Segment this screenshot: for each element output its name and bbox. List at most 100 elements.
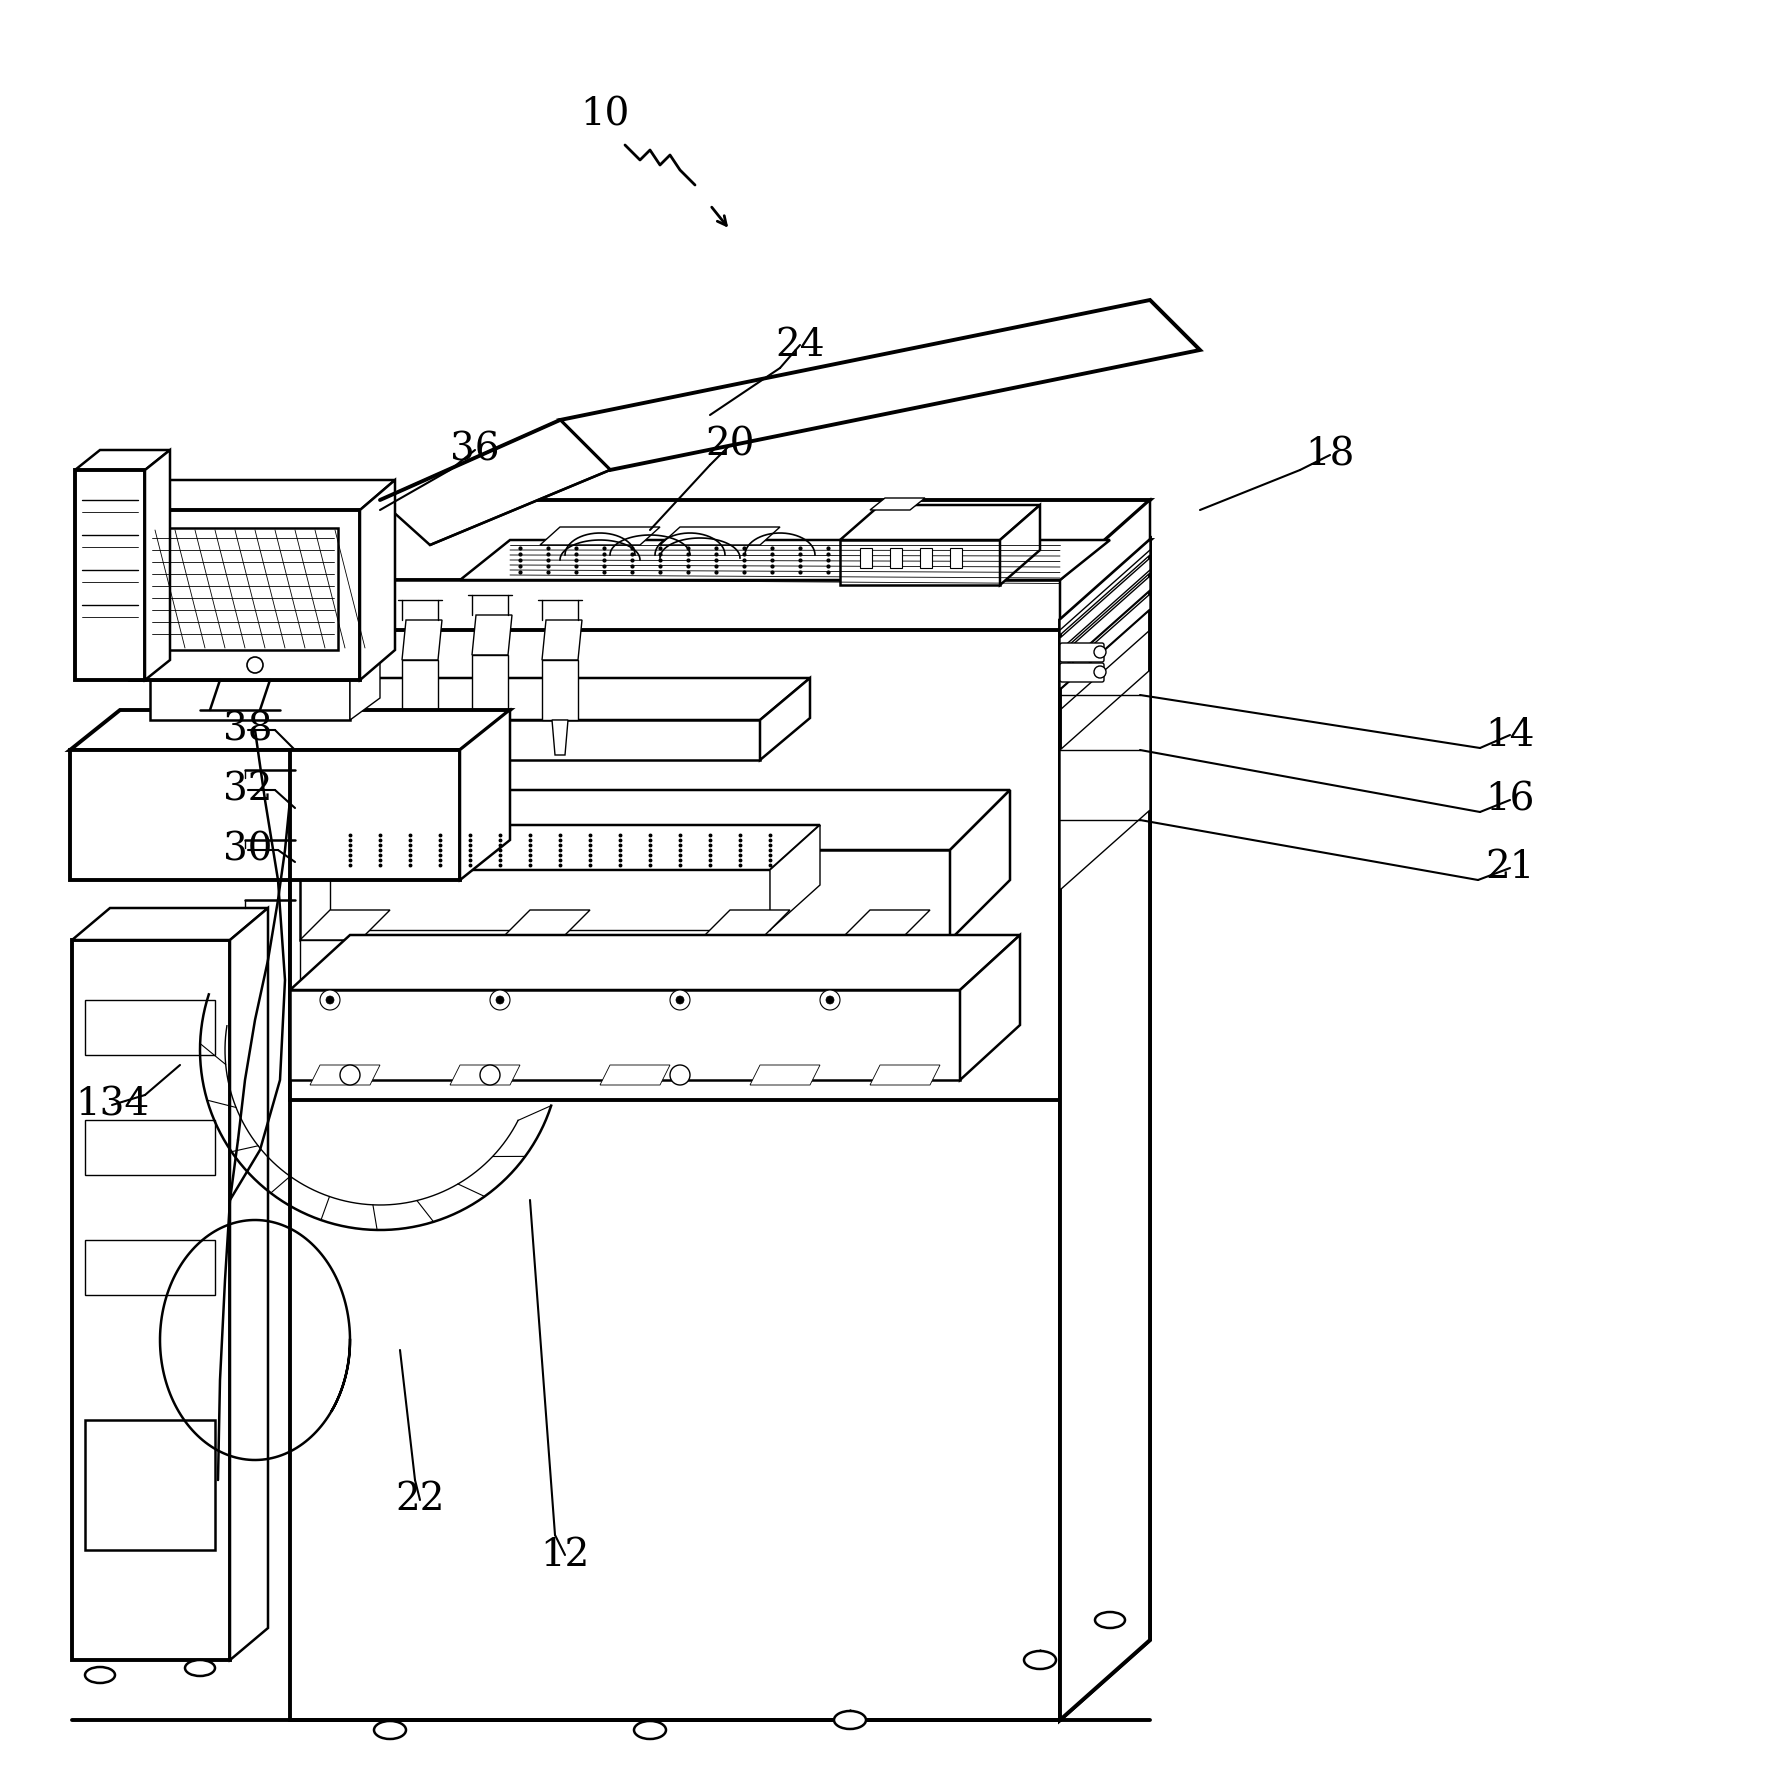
Text: 12: 12 bbox=[541, 1537, 589, 1574]
Polygon shape bbox=[290, 630, 1061, 1100]
Polygon shape bbox=[71, 940, 230, 1660]
Polygon shape bbox=[951, 790, 1009, 940]
Circle shape bbox=[821, 990, 840, 1010]
Polygon shape bbox=[411, 720, 427, 756]
Ellipse shape bbox=[1095, 1612, 1125, 1628]
Polygon shape bbox=[75, 450, 171, 469]
Ellipse shape bbox=[374, 1721, 406, 1739]
FancyBboxPatch shape bbox=[1061, 663, 1104, 682]
Circle shape bbox=[1095, 647, 1105, 657]
Polygon shape bbox=[301, 940, 360, 990]
Polygon shape bbox=[1061, 595, 1150, 690]
Circle shape bbox=[669, 990, 691, 1010]
Text: 22: 22 bbox=[395, 1481, 445, 1519]
Polygon shape bbox=[700, 940, 760, 990]
Polygon shape bbox=[1061, 541, 1150, 636]
Polygon shape bbox=[301, 720, 760, 759]
Polygon shape bbox=[771, 826, 821, 930]
Polygon shape bbox=[290, 681, 320, 770]
Polygon shape bbox=[840, 505, 1040, 541]
Text: 10: 10 bbox=[580, 97, 630, 134]
Polygon shape bbox=[301, 910, 390, 940]
Polygon shape bbox=[870, 1066, 940, 1085]
Text: 30: 30 bbox=[222, 831, 272, 869]
Polygon shape bbox=[459, 709, 511, 879]
Text: 18: 18 bbox=[1305, 437, 1355, 473]
Polygon shape bbox=[71, 908, 269, 940]
Ellipse shape bbox=[85, 1667, 116, 1684]
Circle shape bbox=[669, 1066, 691, 1085]
Polygon shape bbox=[230, 908, 269, 1660]
Bar bbox=[951, 548, 961, 568]
Polygon shape bbox=[290, 541, 1150, 620]
Circle shape bbox=[340, 1066, 360, 1085]
Polygon shape bbox=[1061, 500, 1150, 630]
Polygon shape bbox=[959, 935, 1020, 1080]
Polygon shape bbox=[69, 750, 459, 879]
Polygon shape bbox=[290, 990, 959, 1080]
Text: 24: 24 bbox=[774, 326, 824, 364]
Text: 38: 38 bbox=[222, 711, 272, 749]
Text: 32: 32 bbox=[222, 772, 272, 808]
Polygon shape bbox=[150, 657, 379, 681]
Polygon shape bbox=[760, 679, 810, 759]
Polygon shape bbox=[459, 541, 1111, 580]
Polygon shape bbox=[150, 681, 351, 720]
Bar bbox=[860, 548, 872, 568]
Circle shape bbox=[326, 996, 335, 1005]
Polygon shape bbox=[329, 870, 771, 930]
Polygon shape bbox=[329, 826, 821, 870]
Polygon shape bbox=[379, 421, 611, 544]
Text: 20: 20 bbox=[705, 426, 755, 464]
Polygon shape bbox=[148, 528, 338, 650]
Polygon shape bbox=[539, 527, 660, 544]
Polygon shape bbox=[130, 480, 395, 510]
Polygon shape bbox=[85, 1119, 215, 1175]
Polygon shape bbox=[290, 580, 1061, 630]
Polygon shape bbox=[1061, 541, 1150, 1719]
Ellipse shape bbox=[634, 1721, 666, 1739]
Polygon shape bbox=[552, 720, 568, 756]
Polygon shape bbox=[1061, 670, 1150, 890]
Polygon shape bbox=[402, 620, 441, 661]
Text: 134: 134 bbox=[75, 1087, 150, 1123]
Polygon shape bbox=[1061, 541, 1150, 1719]
Polygon shape bbox=[75, 469, 144, 681]
Circle shape bbox=[826, 996, 835, 1005]
Polygon shape bbox=[541, 620, 582, 661]
Polygon shape bbox=[840, 940, 901, 990]
Polygon shape bbox=[301, 851, 951, 940]
Ellipse shape bbox=[1023, 1651, 1056, 1669]
Polygon shape bbox=[660, 527, 780, 544]
Circle shape bbox=[1095, 666, 1105, 679]
Bar bbox=[890, 548, 902, 568]
Polygon shape bbox=[1061, 559, 1150, 654]
Circle shape bbox=[481, 1066, 500, 1085]
Polygon shape bbox=[500, 940, 561, 990]
Circle shape bbox=[497, 996, 504, 1005]
Polygon shape bbox=[870, 498, 926, 510]
Polygon shape bbox=[1000, 505, 1040, 586]
Polygon shape bbox=[482, 715, 498, 750]
Polygon shape bbox=[402, 661, 438, 720]
Polygon shape bbox=[561, 301, 1200, 469]
Polygon shape bbox=[500, 910, 589, 940]
Text: 36: 36 bbox=[450, 432, 500, 469]
Polygon shape bbox=[290, 935, 1020, 990]
Polygon shape bbox=[541, 661, 578, 720]
Polygon shape bbox=[144, 450, 171, 681]
Polygon shape bbox=[85, 1420, 215, 1549]
Polygon shape bbox=[600, 1066, 669, 1085]
Polygon shape bbox=[130, 510, 360, 681]
Polygon shape bbox=[69, 709, 511, 750]
Circle shape bbox=[490, 990, 511, 1010]
Polygon shape bbox=[749, 1066, 821, 1085]
Ellipse shape bbox=[185, 1660, 215, 1676]
Polygon shape bbox=[360, 480, 395, 681]
Polygon shape bbox=[301, 679, 810, 720]
Polygon shape bbox=[472, 614, 513, 656]
Polygon shape bbox=[450, 1066, 520, 1085]
Text: 21: 21 bbox=[1485, 849, 1534, 887]
Polygon shape bbox=[351, 657, 379, 720]
Polygon shape bbox=[840, 910, 929, 940]
